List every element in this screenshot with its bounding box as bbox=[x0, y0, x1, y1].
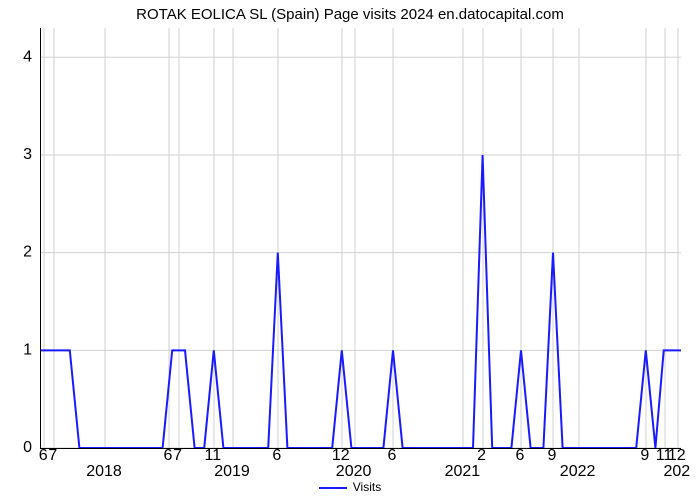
svg-text:1: 1 bbox=[23, 341, 32, 358]
svg-text:6: 6 bbox=[388, 447, 397, 464]
svg-text:2: 2 bbox=[23, 244, 32, 261]
svg-text:2019: 2019 bbox=[214, 463, 250, 480]
y-axis-ticks: 0 1 2 3 4 bbox=[23, 48, 32, 456]
svg-text:7: 7 bbox=[173, 447, 182, 464]
svg-text:0: 0 bbox=[23, 439, 32, 456]
legend-swatch bbox=[319, 487, 347, 489]
svg-text:11: 11 bbox=[204, 447, 221, 464]
chart-line-series bbox=[41, 155, 681, 448]
svg-text:12: 12 bbox=[332, 447, 350, 464]
svg-text:2022: 2022 bbox=[560, 463, 596, 480]
svg-text:202: 202 bbox=[663, 463, 690, 480]
svg-text:2020: 2020 bbox=[336, 463, 372, 480]
svg-text:9: 9 bbox=[548, 447, 557, 464]
chart-plot-area bbox=[40, 28, 681, 449]
legend-label: Visits bbox=[353, 480, 381, 494]
svg-text:7: 7 bbox=[48, 447, 57, 464]
chart-container: ROTAK EOLICA SL (Spain) Page visits 2024… bbox=[0, 0, 700, 500]
svg-text:6: 6 bbox=[39, 447, 48, 464]
chart-grid bbox=[41, 28, 681, 448]
svg-text:6: 6 bbox=[516, 447, 525, 464]
chart-title: ROTAK EOLICA SL (Spain) Page visits 2024… bbox=[0, 6, 700, 23]
svg-text:2021: 2021 bbox=[445, 463, 481, 480]
chart-legend: Visits bbox=[0, 480, 700, 494]
svg-text:6: 6 bbox=[272, 447, 281, 464]
svg-text:11: 11 bbox=[656, 447, 673, 464]
chart-svg bbox=[41, 28, 681, 448]
svg-text:3: 3 bbox=[23, 146, 32, 163]
svg-text:4: 4 bbox=[23, 48, 32, 65]
svg-text:6: 6 bbox=[164, 447, 173, 464]
x-axis-ticks: 6767116126269911122018201920202021202220… bbox=[39, 447, 690, 480]
svg-text:2018: 2018 bbox=[86, 463, 122, 480]
svg-text:9: 9 bbox=[640, 447, 649, 464]
svg-text:2: 2 bbox=[477, 447, 486, 464]
svg-text:12: 12 bbox=[668, 447, 686, 464]
